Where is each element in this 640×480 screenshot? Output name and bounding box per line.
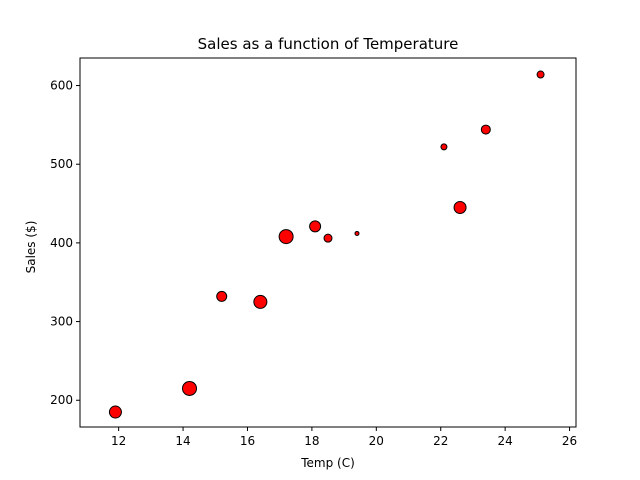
y-axis-ticks: 200 300 400 500 600 [50, 79, 80, 407]
scatter-point [309, 220, 322, 233]
x-tick-label: 18 [304, 434, 319, 448]
x-axis-label: Temp (C) [300, 456, 355, 470]
scatter-point [453, 200, 467, 214]
x-tick-label: 12 [111, 434, 126, 448]
points-layer [108, 70, 545, 419]
scatter-point [108, 405, 122, 419]
scatter-point [354, 230, 360, 236]
x-tick-label: 14 [175, 434, 190, 448]
x-tick-label: 24 [498, 434, 513, 448]
chart-title: Sales as a function of Temperature [198, 35, 459, 53]
scatter-point [278, 229, 294, 245]
x-tick-label: 22 [433, 434, 448, 448]
y-tick-label: 500 [50, 157, 73, 171]
scatter-point [440, 143, 448, 151]
y-tick-label: 300 [50, 315, 73, 329]
scatter-point [253, 294, 268, 309]
x-axis-ticks: 12 14 16 18 20 22 24 26 [111, 427, 577, 448]
x-tick-label: 20 [369, 434, 384, 448]
scatter-point [323, 233, 333, 243]
x-tick-label: 26 [562, 434, 577, 448]
scatter-point [480, 124, 491, 135]
y-axis-label: Sales ($) [24, 221, 38, 274]
scatter-point [182, 380, 198, 396]
scatter-point [536, 70, 545, 79]
y-tick-label: 400 [50, 236, 73, 250]
y-tick-label: 600 [50, 79, 73, 93]
x-tick-label: 16 [240, 434, 255, 448]
scatter-point [216, 290, 228, 302]
y-tick-label: 200 [50, 393, 73, 407]
